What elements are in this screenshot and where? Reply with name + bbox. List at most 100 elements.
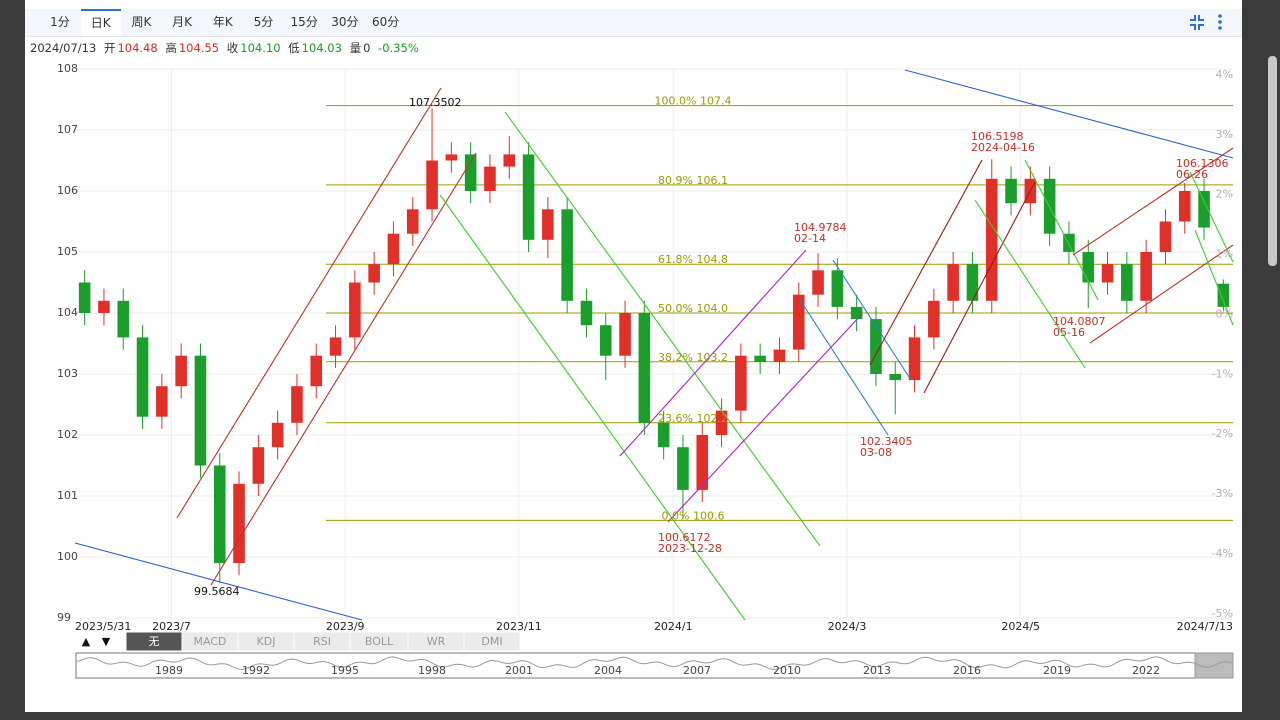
period-tab[interactable]: 日K: [80, 9, 121, 36]
period-tab[interactable]: 5分: [253, 15, 274, 29]
candle-body: [291, 386, 303, 423]
candle-body: [561, 209, 573, 301]
trend-line: [667, 313, 863, 523]
indicator-tab-label: MACD: [194, 635, 227, 648]
period-tab[interactable]: 15分: [290, 15, 318, 29]
candle-body: [638, 313, 651, 423]
y-tick-label: 100: [57, 550, 78, 563]
indicator-tab[interactable]: [463, 631, 521, 652]
x-tick-label: 2024/1: [654, 620, 693, 633]
trend-line: [832, 259, 912, 381]
indicator-tab-label: DMI: [481, 635, 502, 648]
window: 1分 日K 周K 月K 年K 5分 15分 30分 60分 2024/07/13 开 104.48…: [25, 0, 1242, 712]
candle-body: [136, 337, 149, 417]
candle-body: [1101, 264, 1114, 283]
change-value: -0.35%: [378, 41, 419, 55]
annotation: 106.1306: [1176, 157, 1229, 170]
period-tab[interactable]: 周K: [131, 15, 152, 29]
candle-body: [657, 422, 670, 448]
trend-line: [923, 181, 1036, 394]
scrollbar[interactable]: [1268, 56, 1277, 266]
annotation: 06-26: [1176, 168, 1208, 181]
indicator-tab-label: BOLL: [365, 635, 394, 648]
date: 2024/07/13: [30, 41, 97, 55]
candle-body: [715, 410, 728, 435]
navigator-year: 2007: [683, 664, 711, 677]
x-tick-label: 2023/7: [152, 620, 191, 633]
candle-body: [406, 209, 419, 234]
candle-body: [329, 337, 342, 356]
collapse-icon[interactable]: [1190, 15, 1204, 30]
close-value: 104.10: [240, 41, 281, 55]
scroll-arrow[interactable]: ▲: [82, 635, 91, 648]
y2-tick-label: 2%: [1216, 188, 1233, 201]
candle-body: [503, 154, 516, 167]
trend-line: [1189, 171, 1234, 263]
fib-label: 50.0% 104.0: [658, 302, 728, 315]
candle-body: [889, 374, 902, 381]
y2-tick-label: 3%: [1216, 128, 1233, 141]
open-value: 104.48: [117, 41, 158, 55]
candle-body: [850, 306, 863, 320]
candle-body: [349, 282, 361, 338]
period-tab[interactable]: 60分: [371, 15, 400, 29]
y2-tick-label: 1%: [1216, 248, 1233, 261]
annotation: 107.3502: [409, 96, 462, 109]
candle-body: [1082, 252, 1095, 283]
y2-tick-label: -1%: [1212, 367, 1233, 380]
candle-body: [464, 154, 477, 191]
fib-label: 61.8% 104.8: [658, 253, 728, 266]
candle-body: [1121, 264, 1133, 301]
period-tab[interactable]: 年K: [212, 15, 233, 29]
fib-label: 0.0% 100.6: [662, 509, 725, 522]
trend-line: [619, 249, 807, 457]
y-tick-label: 105: [57, 245, 78, 258]
candle-body: [928, 300, 940, 338]
candle-body: [98, 300, 110, 313]
high-value: 104.55: [178, 41, 220, 55]
candle-body: [1217, 283, 1230, 307]
trend-line: [904, 69, 1234, 159]
y-tick-label: 102: [57, 428, 78, 441]
candle-body: [117, 300, 130, 338]
navigator-year: 2001: [505, 664, 533, 677]
candle-body: [233, 483, 245, 564]
candle-body: [870, 319, 882, 374]
candle-body: [445, 154, 458, 161]
annotation: 05-16: [1053, 326, 1085, 339]
candle-body: [484, 166, 496, 191]
candle-body: [966, 264, 979, 301]
period-tab[interactable]: 1分: [50, 15, 70, 29]
x-tick-label: 2023/9: [326, 620, 365, 633]
x-tick-label: 2024/3: [828, 620, 867, 633]
candle-body: [1005, 178, 1017, 204]
annotation: 104.9784: [794, 221, 847, 234]
y2-tick-label: 0%: [1216, 307, 1233, 320]
annotation: 2023-12-28: [658, 542, 722, 555]
x-tick-label: 2024/5: [1001, 620, 1040, 633]
y-tick-label: 103: [57, 367, 78, 380]
period-tab[interactable]: 30分: [331, 15, 359, 29]
trend-line: [1024, 159, 1099, 301]
period-tab[interactable]: 月K: [172, 15, 193, 29]
candle-body: [1063, 233, 1075, 252]
annotation: 100.6172: [658, 531, 711, 544]
menu-icon[interactable]: [1218, 14, 1222, 30]
trend-line: [504, 111, 821, 547]
navigator-line: [76, 656, 1233, 670]
indicator-tab-label: KDJ: [257, 635, 276, 648]
candle-body: [368, 264, 380, 283]
navigator-year: 2022: [1132, 664, 1160, 677]
scroll-arrow[interactable]: ▼: [102, 635, 111, 648]
y-tick-label: 99: [57, 611, 71, 624]
navigator-year: 2013: [863, 664, 891, 677]
annotation: 102.3405: [860, 435, 913, 448]
candle-body: [252, 447, 265, 484]
fib-label: 38.2% 103.2: [658, 351, 728, 364]
navigator-year: 1992: [242, 664, 270, 677]
indicator-tab-label: WR: [427, 635, 446, 648]
trend-line: [1194, 229, 1234, 326]
x-tick-label: 2023/11: [496, 620, 542, 633]
